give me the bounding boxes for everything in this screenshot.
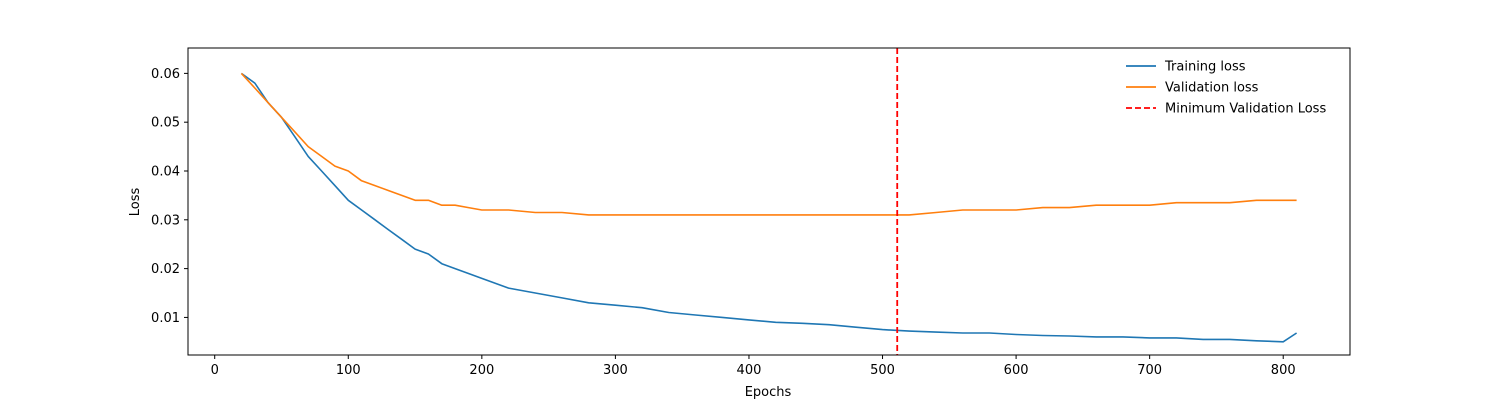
x-axis: 0 100 200 300 400 500 600 700 800 xyxy=(211,355,1296,378)
legend-label: Validation loss xyxy=(1165,81,1259,96)
x-tick-label: 100 xyxy=(336,363,361,378)
y-tick-label: 0.03 xyxy=(151,213,180,228)
y-tick-label: 0.02 xyxy=(151,262,180,277)
x-tick-label: 700 xyxy=(1137,363,1162,378)
x-tick-label: 800 xyxy=(1271,363,1296,378)
x-tick-label: 400 xyxy=(737,363,762,378)
x-tick-label: 200 xyxy=(469,363,494,378)
series-line-validation-loss xyxy=(240,72,1297,216)
series-layer xyxy=(240,72,1298,343)
y-tick-label: 0.04 xyxy=(151,164,180,179)
legend: Training loss Validation loss Minimum Vali… xyxy=(1126,60,1326,117)
legend-label: Training loss xyxy=(1164,60,1246,75)
y-tick-label: 0.06 xyxy=(151,67,180,82)
y-tick-label: 0.01 xyxy=(151,311,180,326)
x-tick-label: 300 xyxy=(603,363,628,378)
x-tick-label: 0 xyxy=(211,363,219,378)
legend-label: Minimum Validation Loss xyxy=(1165,102,1326,117)
x-tick-label: 600 xyxy=(1004,363,1029,378)
y-axis: 0.01 0.02 0.03 0.04 0.05 0.06 xyxy=(151,67,188,326)
series-line-training-loss xyxy=(240,72,1298,343)
plot-frame xyxy=(187,47,1351,356)
y-tick-label: 0.05 xyxy=(151,116,180,131)
x-axis-label: Epochs xyxy=(745,385,792,400)
x-tick-label: 500 xyxy=(870,363,895,378)
y-axis-label: Loss xyxy=(128,188,143,217)
